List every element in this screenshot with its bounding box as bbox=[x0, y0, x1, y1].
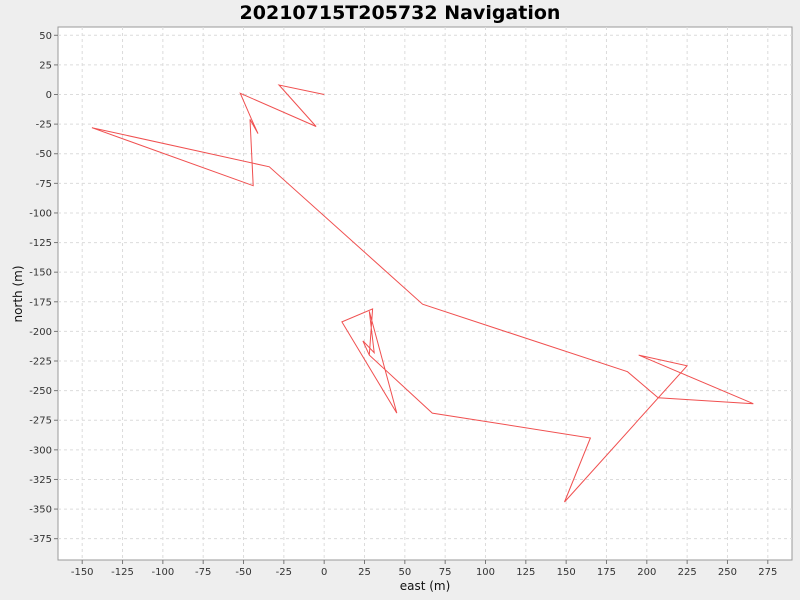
x-tick-label: 125 bbox=[516, 567, 535, 578]
y-tick-label: -225 bbox=[29, 357, 52, 368]
x-axis-label: east (m) bbox=[400, 579, 451, 593]
y-tick-label: -350 bbox=[29, 505, 52, 516]
y-tick-label: 25 bbox=[39, 60, 52, 71]
x-tick-label: 0 bbox=[321, 567, 327, 578]
series-layer bbox=[91, 84, 754, 503]
x-tick-label: 175 bbox=[597, 567, 616, 578]
y-tick-label: -150 bbox=[29, 268, 52, 279]
x-tick-label: 100 bbox=[476, 567, 495, 578]
navigation-track-line bbox=[91, 84, 754, 503]
y-tick-label: -75 bbox=[36, 179, 52, 190]
y-tick-label: -325 bbox=[29, 475, 52, 486]
y-tick-label: -275 bbox=[29, 416, 52, 427]
x-tick-label: -125 bbox=[111, 567, 134, 578]
y-tick-label: -100 bbox=[29, 208, 52, 219]
x-tick-label: 225 bbox=[678, 567, 697, 578]
x-tick-label: 250 bbox=[718, 567, 737, 578]
x-tick-label: 200 bbox=[637, 567, 656, 578]
x-tick-label: 25 bbox=[358, 567, 371, 578]
x-tick-label: 150 bbox=[557, 567, 576, 578]
x-tick-label: -25 bbox=[276, 567, 292, 578]
y-axis-label: north (m) bbox=[11, 265, 25, 322]
x-tick-label: 50 bbox=[398, 567, 411, 578]
x-tick-label: 75 bbox=[439, 567, 452, 578]
x-tick-label: 275 bbox=[758, 567, 777, 578]
y-tick-label: -50 bbox=[36, 149, 52, 160]
y-tick-label: 50 bbox=[39, 31, 52, 42]
plot-area bbox=[57, 26, 793, 561]
y-tick-label: -300 bbox=[29, 445, 52, 456]
grid-layer bbox=[58, 27, 792, 560]
x-axis: -150 -125 -100 -75 -50 -25 0 25 50 75 100 125 150 175… bbox=[71, 560, 777, 578]
y-tick-label: -175 bbox=[29, 297, 52, 308]
y-tick-label: -125 bbox=[29, 238, 52, 249]
y-tick-label: -250 bbox=[29, 386, 52, 397]
x-tick-label: -150 bbox=[71, 567, 94, 578]
y-tick-label: 0 bbox=[46, 90, 52, 101]
chart-title: 20210715T205732 Navigation bbox=[240, 2, 561, 24]
y-tick-label: -200 bbox=[29, 327, 52, 338]
y-axis: 50 25 0 -25 -50 -75 -100 -125 -150 -175 -200 -225 -2… bbox=[29, 31, 58, 545]
y-tick-label: -375 bbox=[29, 534, 52, 545]
x-tick-label: -50 bbox=[235, 567, 251, 578]
x-tick-label: -75 bbox=[195, 567, 211, 578]
y-tick-label: -25 bbox=[36, 120, 52, 131]
x-tick-label: -100 bbox=[152, 567, 175, 578]
